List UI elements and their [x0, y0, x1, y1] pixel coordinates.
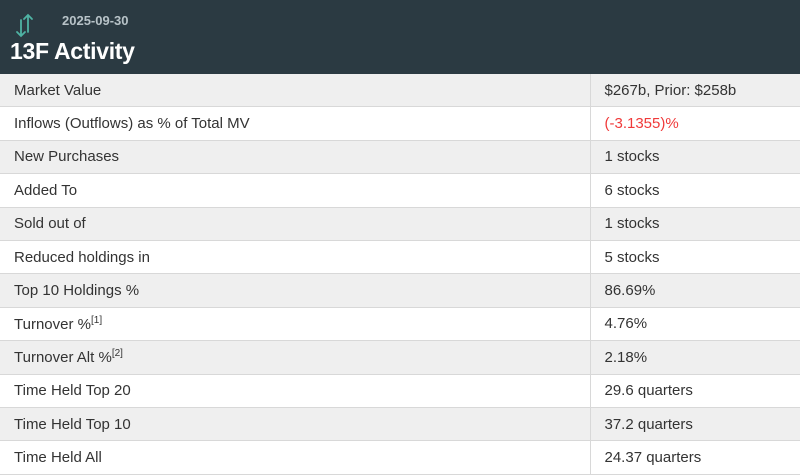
row-value: 29.6 quarters [589, 374, 800, 408]
row-label: Time Held Top 10 [0, 407, 590, 442]
row-value: 86.69% [589, 273, 800, 308]
table-row: New Purchases 1 stocks [0, 140, 800, 175]
row-label: Market Value [0, 74, 590, 108]
row-label: Sold out of [0, 207, 590, 241]
row-value: 6 stocks [589, 173, 800, 208]
row-label: Added To [0, 173, 590, 208]
row-value: 24.37 quarters [589, 440, 800, 475]
label-text: Turnover Alt % [14, 349, 112, 367]
table-row: Time Held All 24.37 quarters [0, 440, 800, 475]
up-down-arrows-icon [16, 13, 33, 38]
row-value: (-3.1355)% [589, 106, 800, 141]
page-title: 13F Activity [10, 38, 135, 64]
label-text: Turnover % [14, 315, 91, 333]
row-label: Time Held Top 20 [0, 374, 590, 408]
table-row: Turnover Alt %[2] 2.18% [0, 340, 800, 375]
row-label: Inflows (Outflows) as % of Total MV [0, 106, 590, 141]
table-row: Time Held Top 10 37.2 quarters [0, 407, 800, 442]
row-label: Time Held All [0, 440, 590, 475]
table-row: Reduced holdings in 5 stocks [0, 240, 800, 275]
row-label: Reduced holdings in [0, 240, 590, 275]
table-row: Sold out of 1 stocks [0, 207, 800, 241]
row-value: 37.2 quarters [589, 407, 800, 442]
row-label: Turnover %[1] [0, 307, 590, 342]
activity-table: Market Value $267b, Prior: $258b Inflows … [0, 74, 800, 475]
row-value: 1 stocks [589, 207, 800, 241]
row-label: Turnover Alt %[2] [0, 340, 590, 375]
table-row: Top 10 Holdings % 86.69% [0, 273, 800, 308]
table-row: Added To 6 stocks [0, 173, 800, 208]
row-label: Top 10 Holdings % [0, 273, 590, 308]
footnote-link[interactable]: [2] [111, 348, 123, 360]
report-date: 2025-09-30 [62, 13, 129, 28]
header: 2025-09-30 13F Activity [0, 0, 800, 74]
row-value: 1 stocks [589, 140, 800, 175]
table-row: Turnover %[1] 4.76% [0, 307, 800, 342]
table-row: Market Value $267b, Prior: $258b [0, 74, 800, 108]
row-label: New Purchases [0, 140, 590, 175]
row-value: 2.18% [589, 340, 800, 375]
table-row: Time Held Top 20 29.6 quarters [0, 374, 800, 408]
footnote-link[interactable]: [1] [90, 314, 103, 326]
table-row: Inflows (Outflows) as % of Total MV (-3.1… [0, 106, 800, 141]
row-value: $267b, Prior: $258b [589, 74, 800, 108]
row-value: 4.76% [589, 307, 800, 342]
row-value: 5 stocks [589, 240, 800, 275]
